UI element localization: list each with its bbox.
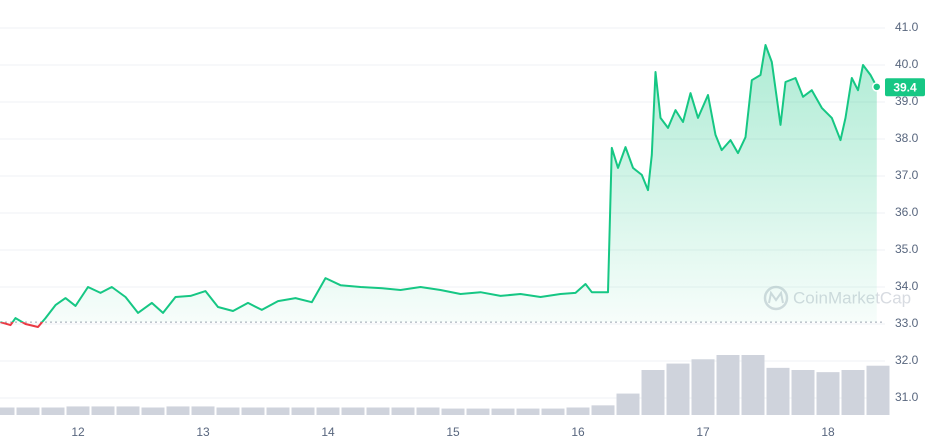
volume-bar [841, 370, 865, 415]
y-tick-label: 37.0 [895, 168, 919, 182]
y-tick-label: 41.0 [895, 20, 919, 34]
volume-bar [816, 372, 840, 415]
volume-bar [0, 407, 15, 415]
volume-bar [41, 407, 65, 415]
volume-bar [391, 407, 415, 415]
price-area [12, 45, 877, 323]
volume-bar [516, 408, 540, 415]
volume-bar [566, 407, 590, 415]
volume-bar [91, 406, 115, 415]
y-tick-label: 31.0 [895, 390, 919, 404]
volume-bar [716, 355, 740, 415]
x-tick-label: 12 [71, 425, 85, 439]
volume-bar [466, 408, 490, 415]
y-tick-label: 33.0 [895, 316, 919, 330]
x-tick-label: 15 [446, 425, 460, 439]
y-tick-label: 34.0 [895, 279, 919, 293]
last-point [872, 82, 882, 92]
volume-bar [341, 407, 365, 415]
price-badge-label: 39.4 [893, 80, 917, 94]
volume-bar [766, 367, 790, 415]
volume-bar [166, 406, 190, 415]
x-tick-label: 17 [696, 425, 710, 439]
x-tick-label: 14 [321, 425, 335, 439]
x-tick-label: 18 [821, 425, 835, 439]
price-badge [885, 78, 925, 97]
volume-bar [616, 393, 640, 415]
volume-bar [416, 407, 440, 415]
volume-bar [16, 407, 40, 415]
volume-bar [441, 408, 465, 415]
volume-bar [216, 407, 240, 415]
volume-bar [791, 370, 815, 415]
volume-bar [666, 363, 690, 415]
volume-bar [691, 359, 715, 415]
volume-bar [66, 406, 90, 415]
volume-bar [741, 355, 765, 415]
volume-bar [316, 407, 340, 415]
volume-bar [241, 407, 265, 415]
price-line [0, 44, 878, 323]
volume-bar [591, 405, 615, 415]
volume-bar [141, 407, 165, 415]
volume-bar [491, 408, 515, 415]
y-tick-label: 39.0 [895, 94, 919, 108]
y-tick-label: 40.0 [895, 57, 919, 71]
x-tick-label: 13 [196, 425, 210, 439]
volume-bar [291, 407, 315, 415]
x-tick-label: 16 [571, 425, 585, 439]
y-tick-label: 38.0 [895, 131, 919, 145]
y-tick-label: 35.0 [895, 242, 919, 256]
y-tick-label: 32.0 [895, 353, 919, 367]
volume-bar [541, 408, 565, 415]
y-tick-label: 36.0 [895, 205, 919, 219]
volume-bar [866, 365, 890, 415]
volume-bar [266, 407, 290, 415]
volume-bar [116, 406, 140, 415]
volume-bar [366, 407, 390, 415]
volume-bar [191, 406, 215, 415]
volume-bar [641, 370, 665, 415]
